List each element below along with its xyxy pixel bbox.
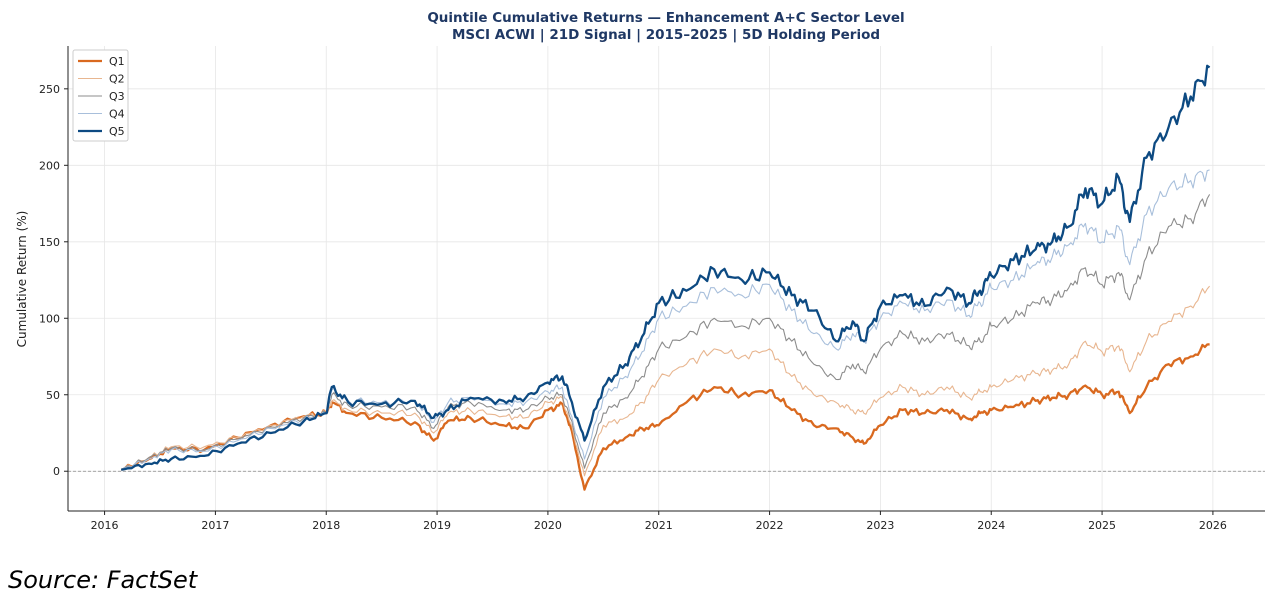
source-note: Source: FactSet xyxy=(8,566,198,594)
legend-label-q4: Q4 xyxy=(109,108,125,121)
series-line-q5 xyxy=(121,64,1211,471)
legend-label-q1: Q1 xyxy=(109,55,125,68)
legend: Q1 Q2 Q3 Q4 Q5 xyxy=(72,49,129,142)
y-tick-label: 50 xyxy=(46,389,60,402)
y-tick-label: 200 xyxy=(39,159,60,172)
legend-label-q3: Q3 xyxy=(109,90,125,103)
legend-label-q2: Q2 xyxy=(109,73,125,86)
chart-subtitle: MSCI ACWI | 21D Signal | 2015–2025 | 5D … xyxy=(452,27,880,43)
series-line-q1 xyxy=(120,343,1210,491)
y-tick-label: 100 xyxy=(39,312,60,325)
legend-label-q5: Q5 xyxy=(109,125,125,138)
series-group xyxy=(120,64,1211,491)
x-tick-label: 2016 xyxy=(91,519,119,532)
x-tick-label: 2020 xyxy=(534,519,562,532)
x-tick-label: 2025 xyxy=(1088,519,1116,532)
y-tick-label: 0 xyxy=(53,465,60,478)
x-tick-label: 2026 xyxy=(1199,519,1227,532)
y-axis-label: Cumulative Return (%) xyxy=(15,211,29,348)
x-tick-label: 2021 xyxy=(645,519,673,532)
x-tick-label: 2017 xyxy=(201,519,229,532)
x-tick-label: 2024 xyxy=(977,519,1005,532)
x-tick-label: 2018 xyxy=(312,519,340,532)
series-line-q3 xyxy=(120,194,1211,471)
y-tick-label: 150 xyxy=(39,236,60,249)
x-axis-ticks: 2016 2017 2018 2019 2020 2021 2022 2023 2024 2025… xyxy=(91,511,1227,532)
series-line-q2 xyxy=(120,285,1211,477)
y-axis-ticks: 0 50 100 150 200 250 xyxy=(39,83,68,478)
x-tick-label: 2023 xyxy=(866,519,894,532)
series-line-q4 xyxy=(120,169,1210,471)
y-tick-label: 250 xyxy=(39,83,60,96)
chart-canvas: Quintile Cumulative Returns — Enhancemen… xyxy=(15,10,1265,532)
x-tick-label: 2022 xyxy=(756,519,784,532)
x-tick-label: 2019 xyxy=(423,519,451,532)
chart-title: Quintile Cumulative Returns — Enhancemen… xyxy=(427,10,904,26)
